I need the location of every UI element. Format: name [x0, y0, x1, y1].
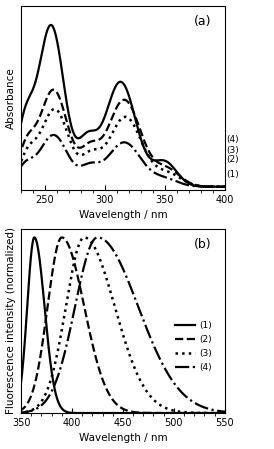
Text: (3): (3): [227, 146, 239, 155]
X-axis label: Wavelength / nm: Wavelength / nm: [79, 210, 167, 220]
Y-axis label: Absorbance: Absorbance: [5, 67, 16, 128]
Text: (a): (a): [194, 15, 212, 28]
Text: (b): (b): [194, 238, 212, 251]
Text: (2): (2): [227, 155, 239, 164]
Text: (4): (4): [227, 135, 239, 144]
Text: (1): (1): [227, 170, 239, 179]
X-axis label: Wavelength / nm: Wavelength / nm: [79, 433, 167, 444]
Legend: (1), (2), (3), (4): (1), (2), (3), (4): [172, 317, 216, 376]
Y-axis label: Fluorescence intensity (normalized): Fluorescence intensity (normalized): [5, 227, 16, 414]
